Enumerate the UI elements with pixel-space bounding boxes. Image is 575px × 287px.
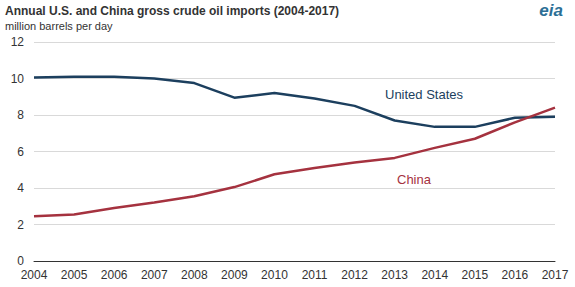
svg-text:2005: 2005 bbox=[61, 268, 88, 282]
svg-text:2017: 2017 bbox=[542, 268, 569, 282]
svg-text:2008: 2008 bbox=[181, 268, 208, 282]
svg-text:2012: 2012 bbox=[341, 268, 368, 282]
svg-text:2006: 2006 bbox=[101, 268, 128, 282]
svg-text:6: 6 bbox=[17, 145, 24, 159]
svg-text:0: 0 bbox=[17, 254, 24, 268]
svg-text:2011: 2011 bbox=[302, 268, 328, 282]
svg-text:2015: 2015 bbox=[461, 268, 488, 282]
svg-text:8: 8 bbox=[17, 108, 24, 122]
svg-text:2016: 2016 bbox=[502, 268, 529, 282]
svg-text:10: 10 bbox=[11, 72, 25, 86]
svg-text:2010: 2010 bbox=[261, 268, 288, 282]
svg-text:2014: 2014 bbox=[421, 268, 448, 282]
svg-text:China: China bbox=[397, 172, 432, 187]
svg-text:United States: United States bbox=[385, 87, 464, 102]
svg-text:12: 12 bbox=[11, 35, 25, 49]
svg-text:2009: 2009 bbox=[221, 268, 248, 282]
svg-text:2004: 2004 bbox=[21, 268, 48, 282]
svg-text:eia: eia bbox=[539, 1, 563, 20]
svg-text:Annual U.S. and China gross cr: Annual U.S. and China gross crude oil im… bbox=[5, 4, 339, 18]
svg-text:4: 4 bbox=[17, 181, 24, 195]
svg-text:2013: 2013 bbox=[381, 268, 408, 282]
svg-text:million barrels per day: million barrels per day bbox=[5, 20, 113, 32]
svg-text:2: 2 bbox=[17, 218, 24, 232]
svg-text:2007: 2007 bbox=[141, 268, 168, 282]
